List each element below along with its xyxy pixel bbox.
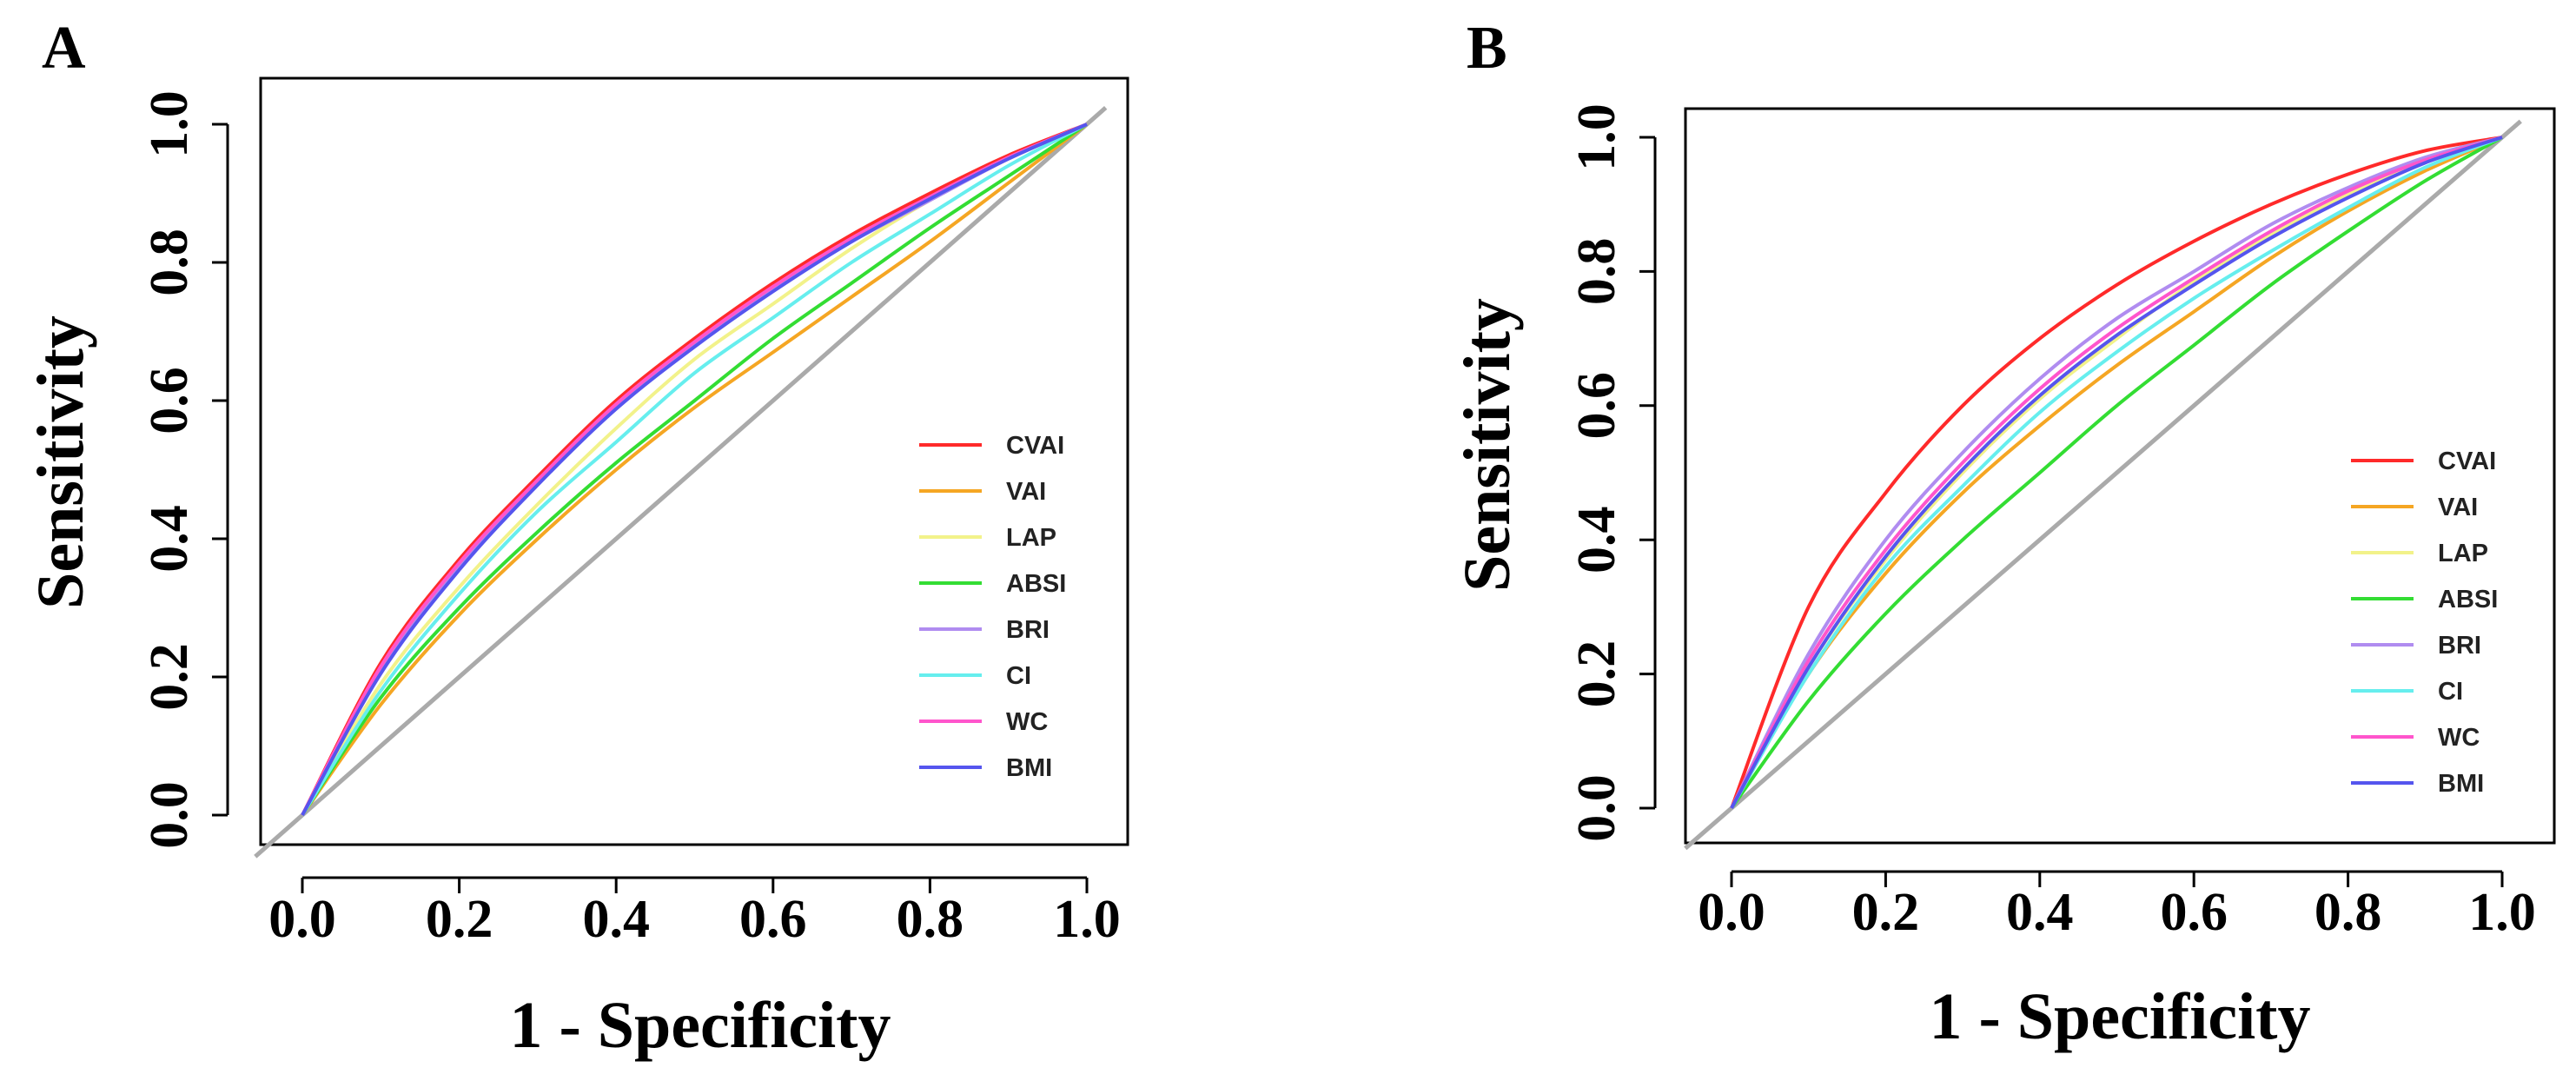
panel-a-series-cvai [301,123,1088,816]
panel-b-y-tick-label: 0.6 [1567,372,1626,440]
panel-b-letter: B [1467,15,1507,82]
panel-a-y-axis-title: Sensitivity [24,315,97,609]
panel-a-legend-label-bmi: BMI [1006,754,1052,782]
panel-b-x-tick-label: 0.0 [1698,883,1765,942]
panel-a-legend-label-cvai: CVAI [1006,432,1064,460]
panel-a-legend-label-wc: WC [1006,708,1048,736]
panel-a-series-bmi [301,123,1088,816]
panel-a-y-tick-label: 0.8 [140,229,199,296]
panel-b-legend-label-vai: VAI [2438,494,2478,521]
panel-b-x-tick-label: 0.8 [2314,883,2382,942]
panel-b-reference-diagonal [1684,119,2522,851]
panel-b-x-tick-label: 0.4 [2006,883,2074,942]
panel-b-legend-label-bmi: BMI [2438,770,2484,798]
panel-b-series-bmi [1730,136,2503,809]
panel-b-x-axis-title: 1 - Specificity [1929,980,2310,1053]
panel-a-legend-label-ci: CI [1006,662,1031,690]
panel-b-legend-label-cvai: CVAI [2438,448,2496,475]
panel-a-series-vai [301,123,1089,817]
panel-a-y-tick-label: 0.0 [140,781,199,849]
panel-a-plot-frame [259,76,1129,846]
panel-a-x-tick-label: 0.6 [739,890,807,949]
panel-b-legend-label-bri: BRI [2438,632,2481,660]
panel-b-y-tick-label: 0.8 [1567,238,1626,306]
panel-a-y-tick-label: 0.6 [140,367,199,434]
panel-b-y-tick-label: 0.2 [1567,640,1626,708]
panel-a-y-tick-label: 0.2 [140,643,199,711]
panel-b-y-axis-title: Sensitivity [1451,298,1524,592]
panel-a-x-axis-title: 1 - Specificity [509,989,891,1062]
roc-panel-a: A 0.0 0.2 0.4 0.6 0.8 1.0 0.0 0.2 0.4 0.6 0.8 1.0 1… [24,15,1129,1062]
panel-a-x-tick-label: 1.0 [1053,890,1121,949]
panel-b-axes: 0.0 0.2 0.4 0.6 0.8 1.0 0.0 0.2 0.4 0.6 0.8 1.0 [1567,103,2536,942]
panel-a-y-tick-label: 0.4 [140,505,199,573]
panel-b-x-tick-label: 0.2 [1852,883,1920,942]
panel-b-series-absi [1730,136,2503,810]
panel-a-legend-label-absi: ABSI [1006,570,1066,598]
panel-b-legend: CVAI VAI LAP ABSI BRI CI WC BMI [2351,448,2498,798]
panel-b-series-cvai [1730,136,2503,809]
panel-b-legend-label-absi: ABSI [2438,586,2498,613]
panel-a-y-tick-label: 1.0 [140,90,199,158]
panel-a-x-tick-label: 0.8 [897,890,964,949]
panel-b-marks [1684,119,2522,851]
panel-a-letter: A [42,15,86,82]
panel-b-x-tick-label: 1.0 [2468,883,2536,942]
panel-a-x-tick-label: 0.4 [582,890,650,949]
panel-a-legend: CVAI VAI LAP ABSI BRI CI WC BMI [919,432,1066,782]
panel-b-series-wc [1730,136,2503,809]
panel-a-series-absi [301,123,1089,817]
panel-b-legend-label-lap: LAP [2438,540,2488,567]
panel-a-series-wc [301,123,1088,816]
panel-a-x-tick-label: 0.2 [426,890,493,949]
panel-a-legend-label-bri: BRI [1006,616,1050,644]
roc-panel-b: B 0.0 0.2 0.4 0.6 0.8 1.0 0.0 0.2 0.4 0.6 0.8 1.0 1… [1451,15,2556,1053]
panel-b-legend-label-wc: WC [2438,724,2480,752]
panel-b-legend-label-ci: CI [2438,678,2463,706]
panel-a-legend-label-lap: LAP [1006,524,1056,552]
panel-b-x-tick-label: 0.6 [2160,883,2228,942]
panel-a-marks [254,106,1108,859]
panel-a-legend-label-vai: VAI [1006,478,1046,506]
panel-a-x-tick-label: 0.0 [268,890,336,949]
panel-b-plot-frame [1684,107,2556,845]
panel-b-y-tick-label: 1.0 [1567,103,1626,171]
panel-b-y-tick-label: 0.0 [1567,774,1626,842]
panel-b-series-bri [1730,136,2503,809]
panel-a-series-ci [301,123,1088,817]
panel-a-axes: 0.0 0.2 0.4 0.6 0.8 1.0 0.0 0.2 0.4 0.6 0.8 1.0 [140,90,1121,949]
panel-b-series-ci [1730,136,2503,809]
panel-a-reference-diagonal [254,106,1108,859]
panel-b-y-tick-label: 0.4 [1567,506,1626,574]
